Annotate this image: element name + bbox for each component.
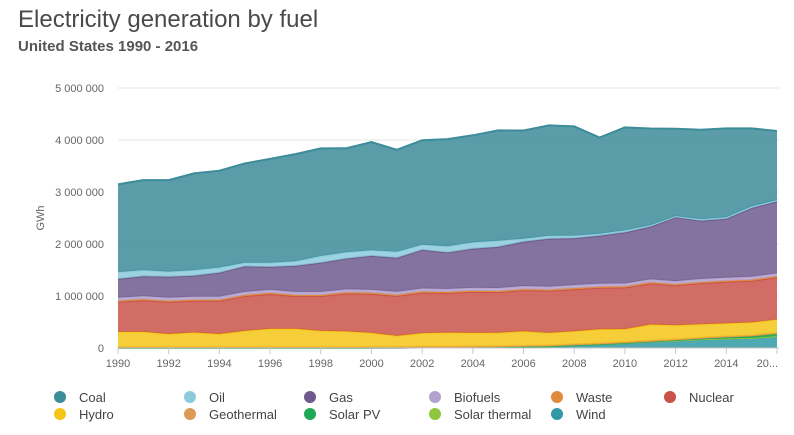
legend-marker: [551, 391, 563, 403]
legend-label: Solar PV: [329, 406, 381, 422]
legend-marker: [184, 408, 196, 420]
legend-item-hydro[interactable]: Hydro: [54, 405, 114, 423]
y-tick-label: 2 000 000: [55, 239, 104, 251]
area-nuclear[interactable]: [118, 277, 777, 336]
legend-marker: [551, 408, 563, 420]
legend-item-geothermal[interactable]: Geothermal: [184, 405, 277, 423]
legend-marker: [54, 391, 66, 403]
legend-item-waste[interactable]: Waste: [551, 388, 612, 406]
x-tick-label: 2000: [359, 358, 383, 370]
legend-marker: [664, 391, 676, 403]
legend-marker: [304, 408, 316, 420]
legend-label: Solar thermal: [454, 406, 532, 422]
x-tick-label: 1990: [106, 358, 130, 370]
x-tick-label: 20...: [757, 358, 778, 370]
legend-label: Coal: [79, 389, 106, 405]
legend-item-coal[interactable]: Coal: [54, 388, 106, 406]
legend-marker: [184, 391, 196, 403]
legend-item-wind[interactable]: Wind: [551, 405, 606, 423]
x-tick-label: 2010: [613, 358, 637, 370]
y-tick-label: 0: [98, 343, 104, 355]
legend: Coal Oil Gas Biofuels Waste Nuclear Hydro Geoth…: [54, 388, 784, 428]
area-biofuels[interactable]: [118, 273, 777, 301]
area-gas[interactable]: [118, 201, 777, 298]
y-axis-label: GWh: [35, 205, 47, 230]
area-coal[interactable]: [118, 125, 777, 273]
x-tick-label: 2012: [663, 358, 687, 370]
y-tick-label: 5 000 000: [55, 83, 104, 95]
y-tick-label: 3 000 000: [55, 187, 104, 199]
legend-marker: [429, 391, 441, 403]
legend-item-solar-pv[interactable]: Solar PV: [304, 405, 380, 423]
x-tick-label: 1994: [207, 358, 231, 370]
legend-item-solar-thermal[interactable]: Solar thermal: [429, 405, 531, 423]
legend-marker: [54, 408, 66, 420]
area-series: [117, 124, 778, 349]
axes: 0 1 000 000 2 000 000 3 000 000 4 000 000 5 0…: [35, 83, 779, 370]
x-tick-label: 2008: [562, 358, 586, 370]
legend-label: Biofuels: [454, 389, 501, 405]
legend-label: Gas: [329, 389, 353, 405]
x-tick-label: 2014: [714, 358, 738, 370]
legend-item-nuclear[interactable]: Nuclear: [664, 388, 734, 406]
x-tick-label: 2004: [461, 358, 485, 370]
legend-label: Geothermal: [209, 406, 277, 422]
x-tick-label: 2002: [410, 358, 434, 370]
legend-label: Oil: [209, 389, 225, 405]
x-tick-label: 1998: [309, 358, 333, 370]
legend-label: Waste: [576, 389, 613, 405]
chart-subtitle: United States 1990 - 2016: [18, 38, 199, 55]
legend-marker: [304, 391, 316, 403]
x-tick-label: 1996: [258, 358, 282, 370]
legend-item-oil[interactable]: Oil: [184, 388, 225, 406]
legend-label: Wind: [576, 406, 606, 422]
legend-label: Nuclear: [689, 389, 734, 405]
legend-item-gas[interactable]: Gas: [304, 388, 353, 406]
line-coal: [117, 124, 778, 186]
chart-title: Electricity generation by fuel: [18, 6, 319, 33]
y-tick-label: 4 000 000: [55, 135, 104, 147]
x-tick-label: 1992: [156, 358, 180, 370]
area-wind[interactable]: [118, 336, 777, 348]
x-tick-label: 2006: [511, 358, 535, 370]
legend-label: Hydro: [79, 406, 114, 422]
legend-item-biofuels[interactable]: Biofuels: [429, 388, 500, 406]
legend-marker: [429, 408, 441, 420]
area-chart: 0 1 000 000 2 000 000 3 000 000 4 000 000 5 0…: [35, 83, 779, 370]
y-tick-label: 1 000 000: [55, 291, 104, 303]
